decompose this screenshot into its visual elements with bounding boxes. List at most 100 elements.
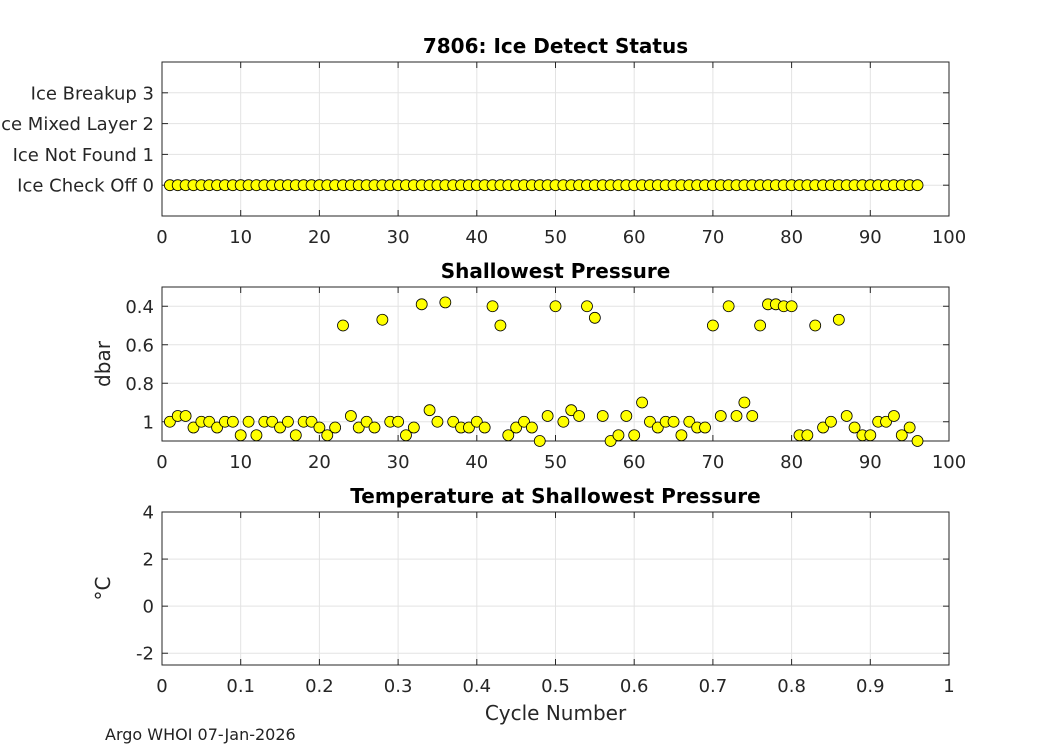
data-point [667,415,680,428]
data-point [612,429,625,442]
y-tick-label: Ice Breakup 3 [31,83,154,104]
x-tick-label: 100 [932,227,966,248]
x-tick-label: 0.8 [777,676,806,697]
data-point [313,421,326,434]
data-point [722,300,735,313]
x-tick-label: 50 [544,227,567,248]
x-tick-label: 100 [932,452,966,473]
x-tick-label: 60 [623,452,646,473]
y-axis-label-2: dbar [91,340,115,387]
x-tick-label: 80 [780,227,803,248]
x-tick-label: 0.6 [620,676,649,697]
data-point [329,421,342,434]
data-point [754,319,767,332]
x-tick-label: 90 [859,452,882,473]
data-point [179,410,192,422]
y-axis-label-3: °C [91,577,115,601]
data-point [376,313,389,326]
data-point [785,300,798,313]
data-point [557,415,570,428]
data-point [439,296,452,309]
data-point [581,300,593,313]
data-point [478,421,491,434]
data-point [573,410,586,422]
data-point [809,319,822,332]
x-tick-label: 30 [387,452,410,473]
data-point [683,415,696,428]
data-point [911,435,924,447]
x-tick-label: 0.4 [462,676,491,697]
data-point [738,396,751,409]
axes-box-3 [161,511,950,666]
x-tick-label: 20 [308,227,331,248]
data-point [486,300,499,313]
data-point [407,421,420,434]
x-axis-label-3: Cycle Number [485,701,627,725]
data-point [510,421,523,434]
x-tick-label: 1 [943,676,954,697]
data-point [604,435,617,447]
data-point [392,415,405,428]
data-point [337,319,349,332]
data-point [368,421,381,434]
y-tick-label: Ice Check Off 0 [17,176,154,197]
axes-box-1 [161,61,950,217]
data-point [864,429,877,442]
data-point [282,415,294,428]
x-tick-label: 0 [156,227,167,248]
data-point [620,410,633,422]
x-tick-label: 40 [465,227,488,248]
data-point [447,415,460,428]
data-point [746,410,759,422]
data-point [675,429,688,442]
data-point [848,421,861,434]
x-tick-label: 40 [465,452,488,473]
data-point [289,429,302,442]
data-point [463,421,475,434]
y-tick-label: Ice Not Found 1 [13,145,154,166]
data-point [518,415,530,428]
data-point [266,415,279,428]
x-tick-label: 0 [156,676,167,697]
x-tick-label: 20 [308,452,331,473]
x-tick-label: 90 [859,227,882,248]
data-point [714,410,727,422]
x-tick-label: 0.5 [541,676,570,697]
y-tick-label: 4 [143,503,154,524]
footer-text: Argo WHOI 07-Jan-2026 [105,725,296,744]
data-point [470,415,483,428]
data-point [415,298,428,311]
data-point [541,410,554,422]
x-tick-label: 0.2 [305,676,334,697]
x-tick-label: 80 [780,452,803,473]
data-point [360,415,373,428]
data-point [596,410,609,422]
data-point [588,311,601,324]
y-tick-label: 0.4 [125,297,154,318]
chart-title-3: Temperature at Shallowest Pressure [350,484,760,508]
y-tick-label: 2 [143,550,154,571]
data-point [494,319,507,332]
x-tick-label: 0.1 [226,676,255,697]
y-tick-label: Ice Mixed Layer 2 [0,114,154,135]
data-point [211,421,223,434]
y-tick-label: 0.6 [125,335,154,356]
data-point [636,396,648,409]
data-point [242,415,255,428]
data-point [903,421,916,434]
axes-box-2 [161,286,950,442]
data-point [832,313,845,326]
data-point [825,415,837,428]
data-point [699,421,711,434]
x-tick-label: 10 [229,227,252,248]
x-tick-label: 30 [387,227,410,248]
data-point [305,415,318,428]
data-point [651,421,664,434]
y-tick-label: 0 [143,597,154,618]
y-tick-label: -2 [136,644,154,665]
x-tick-label: 50 [544,452,567,473]
x-tick-label: 0.3 [384,676,413,697]
data-point [203,415,216,428]
data-point [817,421,829,434]
